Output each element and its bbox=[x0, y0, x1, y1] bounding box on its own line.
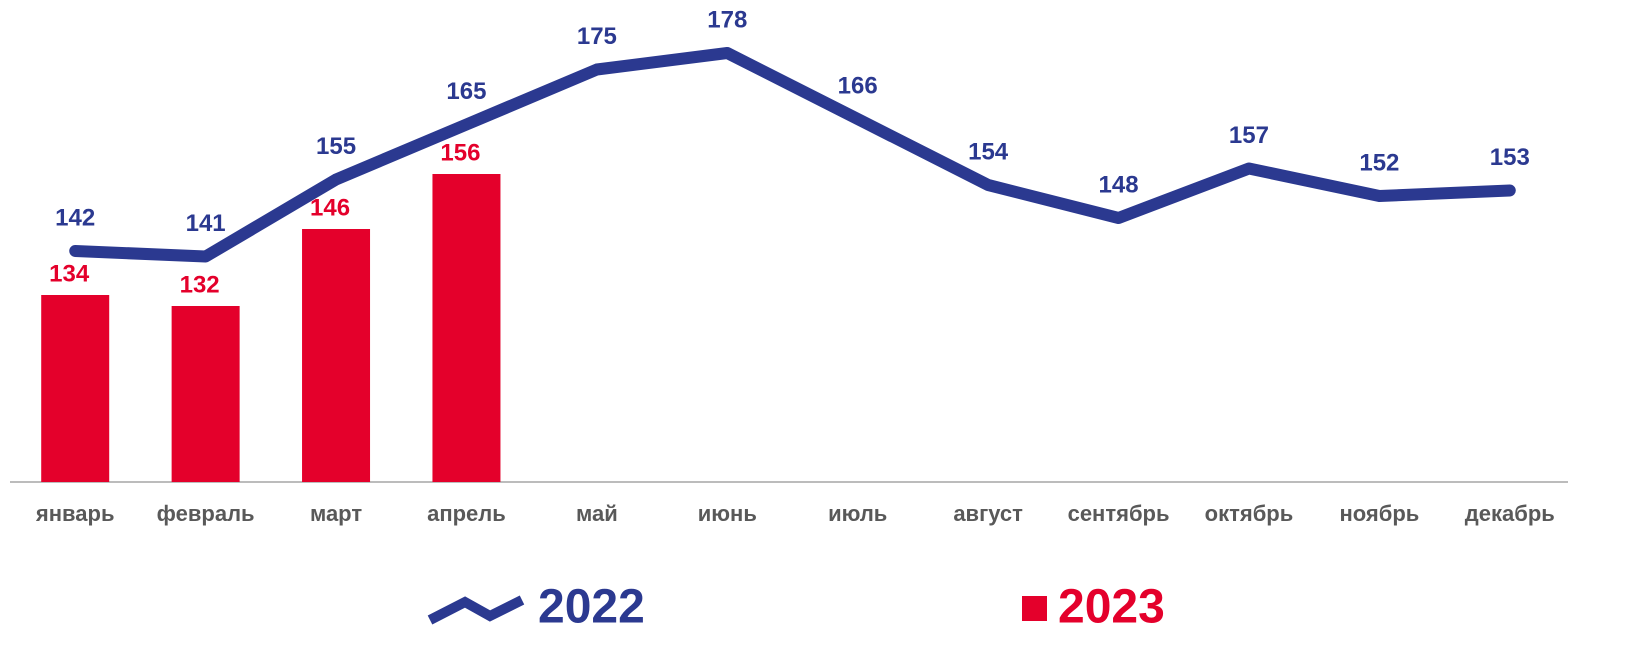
data-label: 156 bbox=[440, 139, 480, 166]
x-tick-label: январь bbox=[35, 501, 115, 526]
data-label: 141 bbox=[186, 210, 226, 237]
line bbox=[69, 47, 1516, 263]
x-tick-label: ноябрь bbox=[1339, 501, 1419, 526]
data-label: 142 bbox=[55, 204, 95, 231]
data-label: 175 bbox=[577, 23, 617, 50]
data-label: 153 bbox=[1490, 144, 1530, 171]
legend-label: 2023 bbox=[1058, 581, 1165, 634]
data-label: 165 bbox=[446, 78, 486, 105]
legend-icon bbox=[427, 595, 525, 625]
x-tick-label: май bbox=[576, 501, 618, 526]
data-label: 166 bbox=[838, 72, 878, 99]
data-label: 134 bbox=[49, 260, 90, 287]
x-tick-label: декабрь bbox=[1465, 501, 1555, 526]
data-label: 178 bbox=[707, 6, 747, 33]
data-label: 154 bbox=[968, 138, 1009, 165]
legend-label: 2022 bbox=[538, 581, 645, 634]
bar bbox=[302, 229, 371, 482]
data-label: 148 bbox=[1099, 171, 1139, 198]
x-tick-label: апрель bbox=[427, 501, 506, 526]
data-label: 152 bbox=[1359, 149, 1399, 176]
x-tick-label: июль bbox=[828, 501, 887, 526]
x-tick-label: август bbox=[953, 501, 1023, 526]
bar bbox=[171, 306, 240, 482]
data-label: 157 bbox=[1229, 122, 1269, 149]
data-label: 132 bbox=[180, 271, 220, 298]
x-tick-label: февраль bbox=[157, 501, 255, 526]
x-tick-label: октябрь bbox=[1205, 501, 1294, 526]
data-label: 155 bbox=[316, 133, 356, 160]
x-tick-label: март bbox=[310, 501, 362, 526]
legend-icon bbox=[1022, 596, 1047, 621]
data-label: 146 bbox=[310, 194, 350, 221]
bar bbox=[41, 295, 110, 482]
x-tick-label: сентябрь bbox=[1068, 501, 1170, 526]
bar bbox=[432, 174, 501, 482]
x-tick-label: июнь bbox=[698, 501, 757, 526]
